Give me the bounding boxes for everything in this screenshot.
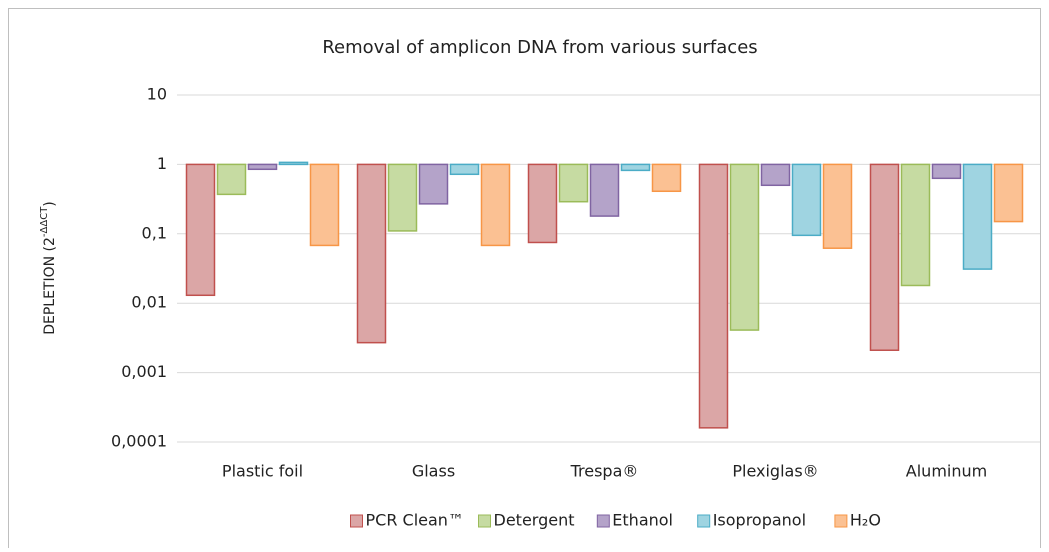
bar: [527, 163, 558, 244]
bar: [387, 163, 418, 232]
bar: [480, 163, 511, 247]
bar: [620, 163, 651, 172]
bar: [216, 163, 247, 196]
chart-frame: [8, 8, 1041, 552]
y-label-main: DEPLETION (2: [42, 237, 58, 335]
legend-swatch: [596, 514, 610, 528]
legend-label: PCR Clean™: [366, 511, 464, 530]
x-tick-label: Trespa®: [570, 462, 639, 481]
bar: [589, 163, 620, 217]
bar: [558, 163, 589, 203]
legend-swatch: [834, 514, 848, 528]
x-tick-label: Glass: [412, 462, 455, 481]
bar: [822, 163, 853, 249]
legend-swatch: [478, 514, 491, 528]
legend-label: H₂O: [850, 511, 881, 530]
bar: [698, 163, 729, 429]
bar: [185, 163, 216, 297]
y-axis-label: DEPLETION (2-ΔΔCT): [39, 201, 58, 335]
y-tick-label: 0,0001: [111, 432, 167, 451]
bar: [993, 163, 1024, 223]
bar: [449, 163, 480, 176]
bar: [760, 163, 791, 187]
bar: [247, 163, 278, 171]
bar: [791, 163, 822, 237]
y-tick-label: 10: [147, 85, 167, 104]
bar: [729, 163, 760, 331]
bar: [418, 163, 449, 205]
y-label-sup: -ΔΔCT: [39, 206, 50, 237]
bar: [869, 163, 900, 351]
bar: [900, 163, 931, 287]
bar: [651, 163, 682, 193]
legend-label: Ethanol: [612, 511, 673, 530]
bar: [962, 163, 993, 270]
y-label-end: ): [42, 201, 58, 206]
chart-title: Removal of amplicon DNA from various sur…: [322, 37, 757, 58]
bar: [309, 163, 340, 247]
bar: [278, 161, 309, 166]
x-tick-label: Plastic foil: [222, 462, 303, 481]
legend-label: Detergent: [494, 511, 575, 530]
legend-label: Isopropanol: [713, 511, 806, 530]
x-tick-label: Aluminum: [906, 462, 987, 481]
legend-swatch: [350, 514, 363, 528]
y-tick-label: 0,001: [121, 362, 167, 381]
bar: [356, 163, 387, 344]
y-tick-label: 1: [157, 154, 167, 173]
y-tick-label: 0,01: [131, 293, 167, 312]
y-tick-label: 0,1: [142, 223, 167, 242]
bar: [931, 163, 962, 180]
legend-swatch: [697, 514, 711, 528]
x-tick-label: Plexiglas®: [732, 462, 818, 481]
